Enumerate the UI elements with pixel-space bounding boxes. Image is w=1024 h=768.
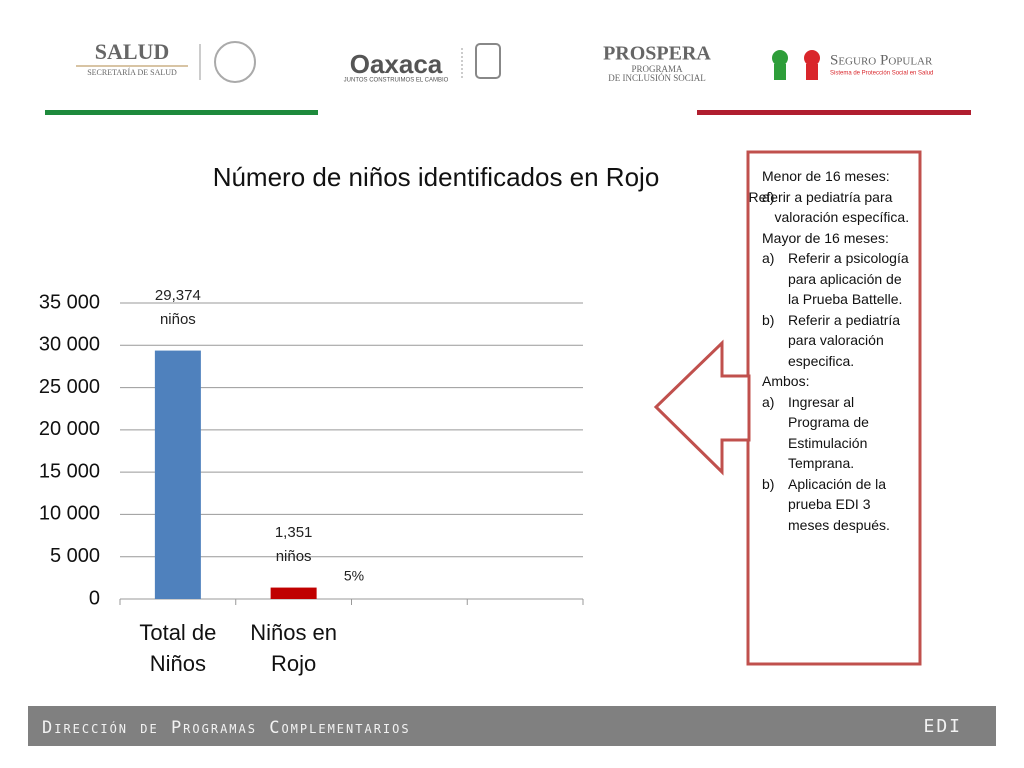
note: Menor de 16 meses: a) Referir a pediatría … [748, 166, 912, 536]
logo-figure [774, 64, 786, 80]
note-item: a) Referir a pediatría para valoración es… [748, 187, 912, 228]
note-text: Referir a pediatría para valoración espe… [788, 311, 901, 369]
footer-text: Dirección de Programas Complementarios [42, 718, 411, 738]
band-red [697, 110, 971, 115]
note-item: a) Ingresar al Programa de Estimulación T… [762, 392, 912, 474]
note-heading: Mayor de 16 meses: [762, 229, 889, 246]
y-tick-label: 15 000 [39, 460, 100, 482]
logo-text: DE INCLUSIÓN SOCIAL [608, 73, 706, 83]
note-heading: Menor de 16 meses: [762, 168, 890, 184]
note-text: Aplicación de la prueba EDI 3 meses desp… [788, 475, 890, 533]
y-tick-label: 35 000 [39, 291, 100, 313]
note-item: b) Aplicación de la prueba EDI 3 meses de… [762, 474, 912, 536]
note-marker: a) [762, 393, 775, 410]
logo-text: SALUD [95, 39, 170, 64]
band-green [45, 110, 318, 115]
footer-text: EDI [923, 716, 962, 737]
logo-figure [806, 64, 818, 80]
logo-seal [214, 41, 256, 83]
note-marker: b) [762, 311, 775, 328]
logo-figure [772, 50, 788, 66]
bar [154, 350, 201, 599]
note-item: b) Referir a pediatría para valoración es… [762, 310, 912, 372]
y-tick-label: 30 000 [39, 334, 100, 356]
footer-bar [28, 706, 996, 746]
bar [270, 587, 317, 599]
logo-text: SECRETARÍA DE SALUD [87, 67, 177, 77]
logo-figure [804, 50, 820, 66]
note-marker: a) [762, 250, 775, 266]
chart-title: Número de niños identificados en Rojo [213, 162, 660, 192]
annotation: 5% [344, 568, 364, 584]
note-heading: Ambos: [762, 373, 810, 389]
value-label: 29,374 niños [154, 286, 201, 328]
value-label: 1,351 niños [274, 523, 313, 565]
arrow [653, 339, 751, 476]
logo-text: Sistema de Protección Social en Salud [830, 71, 933, 77]
x-tick-label: Niños en Rojo [250, 620, 338, 676]
x-tick-label: Total de Niños [139, 620, 217, 676]
note-marker: a) [762, 188, 775, 205]
y-tick-label: 25 000 [39, 376, 100, 398]
y-tick-label: 5 000 [50, 545, 100, 567]
note-item: a) Referir a psicología para aplicación d… [762, 248, 912, 310]
y-tick-label: 0 [89, 587, 100, 609]
y-tick-label: 10 000 [39, 503, 100, 525]
note-marker: b) [762, 475, 775, 492]
y-tick-label: 20 000 [39, 418, 100, 440]
note-text: Referir a pediatría para valoración espe… [748, 188, 910, 226]
logo-text: PROSPERA [603, 43, 711, 65]
logo-text: Oaxaca [350, 49, 443, 79]
note-text: Referir a psicología para aplicación de … [788, 250, 909, 307]
logo-text: Seguro Popular [830, 52, 933, 68]
logo-text: PROGRAMA [631, 64, 683, 74]
note-box [746, 150, 922, 666]
logo-seal [475, 43, 501, 79]
note-text: Ingresar al Programa de Estimulación Tem… [788, 393, 869, 472]
logo-text: JUNTOS CONSTRUIMOS EL CAMBIO [344, 78, 449, 84]
